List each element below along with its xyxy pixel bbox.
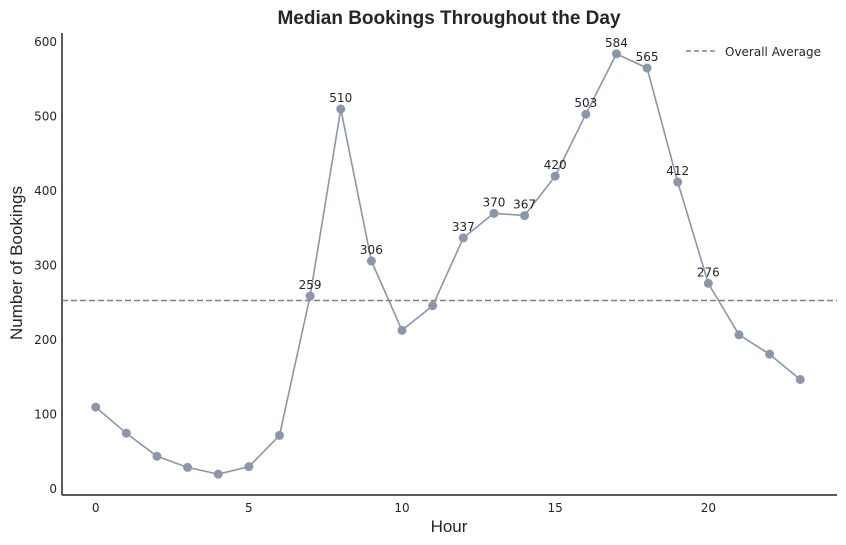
x-tick-label: 20 <box>701 501 716 515</box>
x-axis-label: Hour <box>431 517 468 536</box>
data-point-marker <box>642 63 652 73</box>
data-label: 503 <box>574 96 597 110</box>
data-point-marker <box>520 211 530 221</box>
legend: Overall Average <box>686 45 821 59</box>
y-axis-label: Number of Bookings <box>7 186 26 340</box>
data-point-marker <box>550 171 560 181</box>
data-point-marker <box>91 402 101 412</box>
data-point-marker <box>274 430 284 440</box>
y-tick-label: 600 <box>34 35 57 49</box>
data-point-marker <box>397 325 407 335</box>
data-label: 276 <box>697 265 720 279</box>
data-point-marker <box>428 301 438 311</box>
data-point-marker <box>489 208 499 218</box>
data-point-marker <box>336 104 346 114</box>
chart-title: Median Bookings Throughout the Day <box>277 8 620 29</box>
x-tick-label: 10 <box>394 501 409 515</box>
y-tick-label: 500 <box>34 109 57 123</box>
data-point-marker <box>213 469 223 479</box>
data-point-marker <box>673 177 683 187</box>
data-label: 306 <box>360 243 383 257</box>
data-label: 565 <box>636 50 659 64</box>
data-point-marker <box>366 256 376 266</box>
x-tick-label: 15 <box>548 501 563 515</box>
y-tick-label: 200 <box>34 333 57 347</box>
data-label: 412 <box>666 164 689 178</box>
y-axis-ticks: 0 100 200 300 400 500 600 <box>34 35 57 496</box>
data-label: 259 <box>299 278 322 292</box>
y-tick-label: 100 <box>34 408 57 422</box>
legend-label-overall-average: Overall Average <box>725 45 821 59</box>
data-point-marker <box>305 291 315 301</box>
y-tick-label: 400 <box>34 184 57 198</box>
data-point-marker <box>458 233 468 243</box>
data-point-marker <box>734 330 744 340</box>
series-layer <box>91 49 805 479</box>
data-label: 370 <box>482 195 505 209</box>
data-label: 337 <box>452 220 475 234</box>
data-label: 367 <box>513 198 536 212</box>
data-point-marker <box>795 375 805 384</box>
x-tick-label: 0 <box>92 501 100 515</box>
data-point-marker <box>611 49 621 59</box>
data-point-marker <box>703 278 713 288</box>
y-tick-label: 300 <box>34 258 57 272</box>
data-point-marker <box>244 462 254 472</box>
data-labels: 259 510 306 337 370 367 420 503 584 565 412 276 <box>299 36 720 292</box>
data-point-marker <box>121 428 131 438</box>
x-axis-ticks: 0 5 10 15 20 <box>92 501 716 515</box>
y-tick-label: 0 <box>49 482 57 496</box>
data-point-marker <box>183 462 193 472</box>
data-point-marker <box>581 109 591 119</box>
data-point-marker <box>152 451 162 461</box>
x-tick-label: 5 <box>245 501 253 515</box>
data-label: 420 <box>544 158 567 172</box>
data-point-marker <box>765 349 775 359</box>
data-label: 584 <box>605 36 628 50</box>
series-line <box>95 53 801 475</box>
data-label: 510 <box>329 91 352 105</box>
